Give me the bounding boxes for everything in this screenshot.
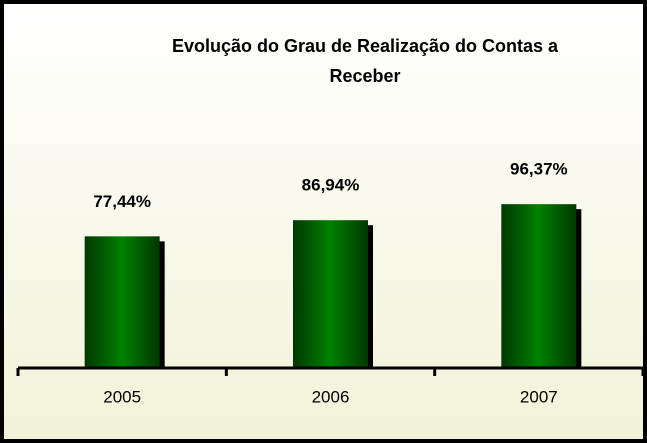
x-tick-label: 2006 xyxy=(312,387,350,406)
bar xyxy=(84,236,160,368)
value-label: 96,37% xyxy=(510,160,568,179)
value-label: 86,94% xyxy=(302,176,360,195)
x-tick-label: 2005 xyxy=(103,387,141,406)
chart-title: Evolução do Grau de Realização do Contas… xyxy=(172,36,559,56)
chart-title: Receber xyxy=(329,66,400,86)
value-label: 77,44% xyxy=(93,192,151,211)
bar xyxy=(293,220,368,368)
bar xyxy=(501,204,577,368)
x-tick-label: 2007 xyxy=(520,387,558,406)
